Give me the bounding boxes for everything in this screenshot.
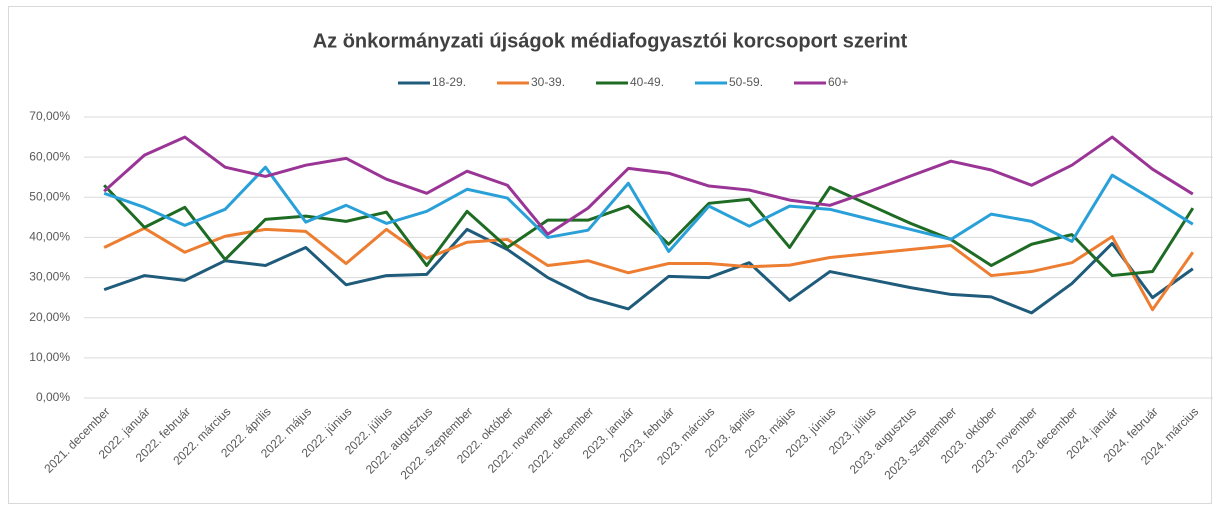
y-tick-label: 50,00% (29, 189, 70, 203)
legend-label: 18-29. (432, 75, 466, 89)
y-tick-label: 40,00% (29, 230, 70, 244)
y-tick-label: 10,00% (29, 350, 70, 364)
legend-label: 30-39. (531, 75, 565, 89)
legend-label: 40-49. (630, 75, 664, 89)
y-tick-label: 0,00% (36, 390, 70, 404)
series-line (103, 226, 1195, 312)
series-line (103, 184, 1195, 278)
series-line (103, 135, 1194, 236)
series-line (103, 165, 1194, 253)
y-tick-label: 20,00% (29, 310, 70, 324)
y-tick-label: 70,00% (29, 109, 70, 123)
chart-title: Az önkormányzati újságok médiafogyasztói… (313, 30, 908, 52)
y-tick-label: 30,00% (29, 270, 70, 284)
y-tick-label: 60,00% (29, 149, 70, 163)
series-line (103, 227, 1194, 315)
legend-label: 60+ (828, 75, 848, 89)
legend-label: 50-59. (729, 75, 763, 89)
